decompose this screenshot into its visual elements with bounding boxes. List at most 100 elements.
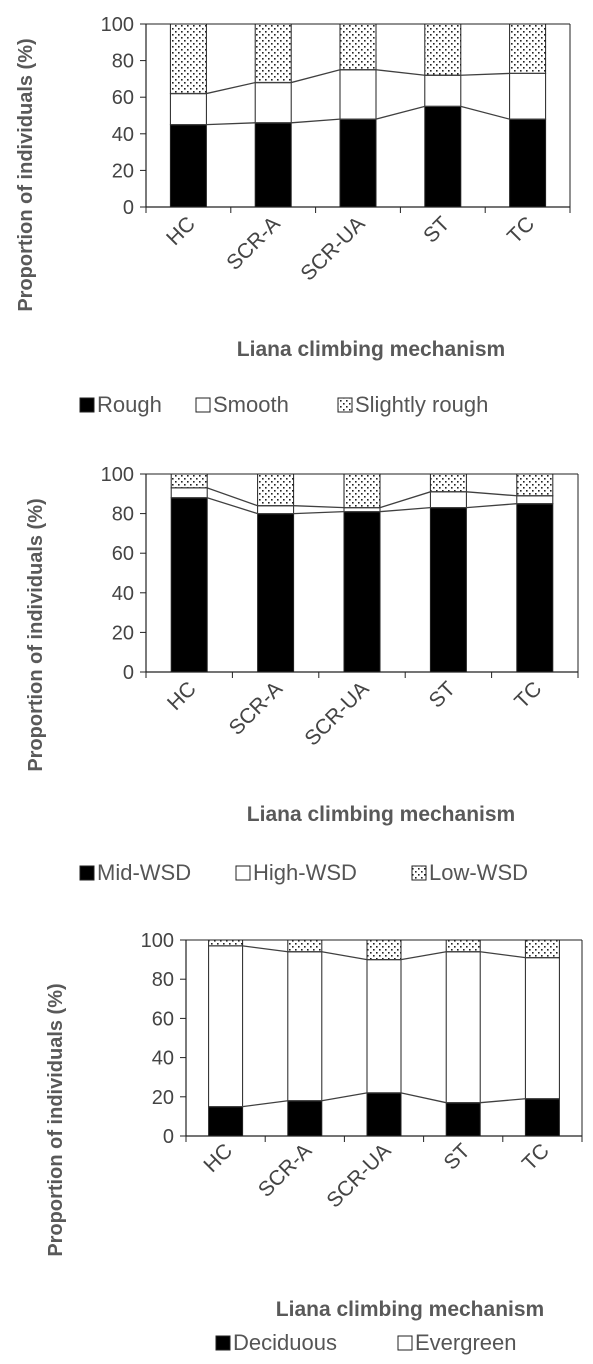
bar-low-wsd-scr-a xyxy=(257,473,295,507)
x-tick-label-scr-ua: SCR-UA xyxy=(296,212,369,285)
series-line-1 xyxy=(170,105,546,126)
y-tick-label-100: 100 xyxy=(141,930,174,952)
x-tick-label-hc: HC xyxy=(162,212,200,250)
y-tick-label-60: 60 xyxy=(112,543,134,565)
y-tick-label-0: 0 xyxy=(123,197,134,219)
bar-series-3-scr-a xyxy=(287,939,323,953)
y-tick-label-40: 40 xyxy=(152,1048,174,1070)
y-tick-label-80: 80 xyxy=(112,504,134,526)
series-line-1 xyxy=(208,1092,560,1108)
bar-mid-wsd-hc xyxy=(170,497,208,673)
legend-swatch-slightly-rough xyxy=(337,397,353,413)
x-tick-label-scr-a: SCR-A xyxy=(225,677,287,739)
chart-1-marks: 0 20 40 60 80 100 HC SCR-A SCR-UA ST TC xyxy=(101,14,571,285)
chart-3-ylabel: Proportion of individuals (%) xyxy=(45,983,67,1256)
series-line-1 xyxy=(171,497,553,515)
legend-label-smooth: Smooth xyxy=(213,392,289,417)
y-tick-label-60: 60 xyxy=(152,1008,174,1030)
bar-slightly-rough-st xyxy=(424,23,462,76)
legend-1: Rough Smooth Slightly rough xyxy=(79,392,488,417)
bar-deciduous-scr-ua xyxy=(366,1092,402,1137)
bar-low-wsd-tc xyxy=(516,473,554,497)
y-tick-label-0: 0 xyxy=(163,1126,174,1148)
chart-3-marks: 0 20 40 60 80 100 HC SCR-A SCR-UA ST TC xyxy=(141,930,583,1212)
bar-rough-scr-a xyxy=(254,122,292,208)
y-tick-label-80: 80 xyxy=(112,51,134,73)
bar-smooth-hc xyxy=(169,93,207,126)
y-tick-label-0: 0 xyxy=(123,662,134,684)
series-line-2 xyxy=(170,69,546,95)
series-line-2 xyxy=(171,487,553,509)
bar-slightly-rough-tc xyxy=(509,23,547,74)
chart-panel-3: 0 20 40 60 80 100 HC SCR-A SCR-UA ST TC Proportion… xyxy=(45,930,583,1321)
x-tick-label-st: ST xyxy=(439,1139,474,1174)
bar-series-3-scr-ua xyxy=(366,939,402,961)
y-tick-label-20: 20 xyxy=(112,622,134,644)
y-tick-label-60: 60 xyxy=(112,87,134,109)
legend-swatch-smooth xyxy=(195,397,211,413)
bar-slightly-rough-scr-a xyxy=(254,23,292,84)
x-tick-label-hc: HC xyxy=(199,1139,237,1177)
bar-low-wsd-st xyxy=(429,473,467,493)
chart-2-xlabel: Liana climbing mechanism xyxy=(247,803,515,826)
bar-high-wsd-scr-a xyxy=(257,505,295,515)
bar-mid-wsd-st xyxy=(429,507,467,673)
x-tick-label-st: ST xyxy=(425,677,460,712)
legend-swatch-mid-wsd xyxy=(79,865,95,881)
bar-smooth-scr-a xyxy=(254,82,292,124)
x-tick-label-scr-ua: SCR-UA xyxy=(300,677,373,750)
chart-2-marks: 0 20 40 60 80 100 HC SCR-A SCR-UA ST TC xyxy=(101,464,579,750)
bar-smooth-st xyxy=(424,74,462,107)
bar-evergreen-st xyxy=(445,951,481,1104)
bar-mid-wsd-scr-a xyxy=(257,513,295,673)
series-line-2 xyxy=(208,945,560,961)
chart-3-xlabel: Liana climbing mechanism xyxy=(276,1298,544,1321)
x-tick-label-st: ST xyxy=(419,212,454,247)
chart-1-ylabel: Proportion of individuals (%) xyxy=(15,38,37,311)
legend-label-deciduous: Deciduous xyxy=(233,1330,337,1355)
y-tick-label-80: 80 xyxy=(152,969,174,991)
legend-swatch-rough xyxy=(79,397,95,413)
legend-swatch-low-wsd xyxy=(411,865,427,881)
bar-mid-wsd-scr-ua xyxy=(343,511,381,673)
legend-label-evergreen: Evergreen xyxy=(415,1330,517,1355)
bar-series-3-st xyxy=(445,939,481,953)
chart-2-ylabel: Proportion of individuals (%) xyxy=(25,498,47,771)
x-tick-label-scr-a: SCR-A xyxy=(222,212,284,274)
y-tick-label-40: 40 xyxy=(112,124,134,146)
bar-deciduous-tc xyxy=(524,1098,560,1137)
x-tick-label-tc: TC xyxy=(503,212,539,248)
bar-low-wsd-hc xyxy=(170,473,208,489)
y-tick-label-20: 20 xyxy=(112,160,134,182)
bar-rough-st xyxy=(424,105,462,208)
bar-series-3-tc xyxy=(524,939,560,959)
y-tick-label-100: 100 xyxy=(101,464,134,486)
bar-low-wsd-scr-ua xyxy=(343,473,381,509)
bar-deciduous-scr-a xyxy=(287,1100,323,1137)
y-tick-label-20: 20 xyxy=(152,1087,174,1109)
x-tick-label-scr-a: SCR-A xyxy=(254,1139,316,1201)
x-tick-label-hc: HC xyxy=(163,677,201,715)
bar-series-3-hc xyxy=(208,939,244,947)
bar-mid-wsd-tc xyxy=(516,503,554,673)
legend-swatch-high-wsd xyxy=(235,865,251,881)
bar-rough-tc xyxy=(509,118,547,208)
bar-high-wsd-hc xyxy=(170,487,208,499)
bar-slightly-rough-hc xyxy=(169,23,207,95)
y-tick-label-100: 100 xyxy=(101,14,134,36)
chart-panel-1: 0 20 40 60 80 100 HC SCR-A SCR-UA ST TC Proportion… xyxy=(15,14,571,361)
bar-high-wsd-st xyxy=(429,491,467,509)
legend-label-rough: Rough xyxy=(97,392,162,417)
x-tick-label-scr-ua: SCR-UA xyxy=(322,1139,395,1212)
bar-smooth-tc xyxy=(509,72,547,120)
bar-rough-hc xyxy=(169,124,207,208)
bar-deciduous-st xyxy=(445,1102,481,1137)
legend-swatch-deciduous xyxy=(215,1335,231,1351)
bar-evergreen-scr-ua xyxy=(366,959,402,1094)
chart-panel-2: 0 20 40 60 80 100 HC SCR-A SCR-UA ST TC Proportion… xyxy=(25,464,579,826)
bar-rough-scr-ua xyxy=(339,118,377,208)
legend-label-mid-wsd: Mid-WSD xyxy=(97,860,191,885)
chart-1-xlabel: Liana climbing mechanism xyxy=(237,338,505,361)
bar-evergreen-scr-a xyxy=(287,951,323,1102)
